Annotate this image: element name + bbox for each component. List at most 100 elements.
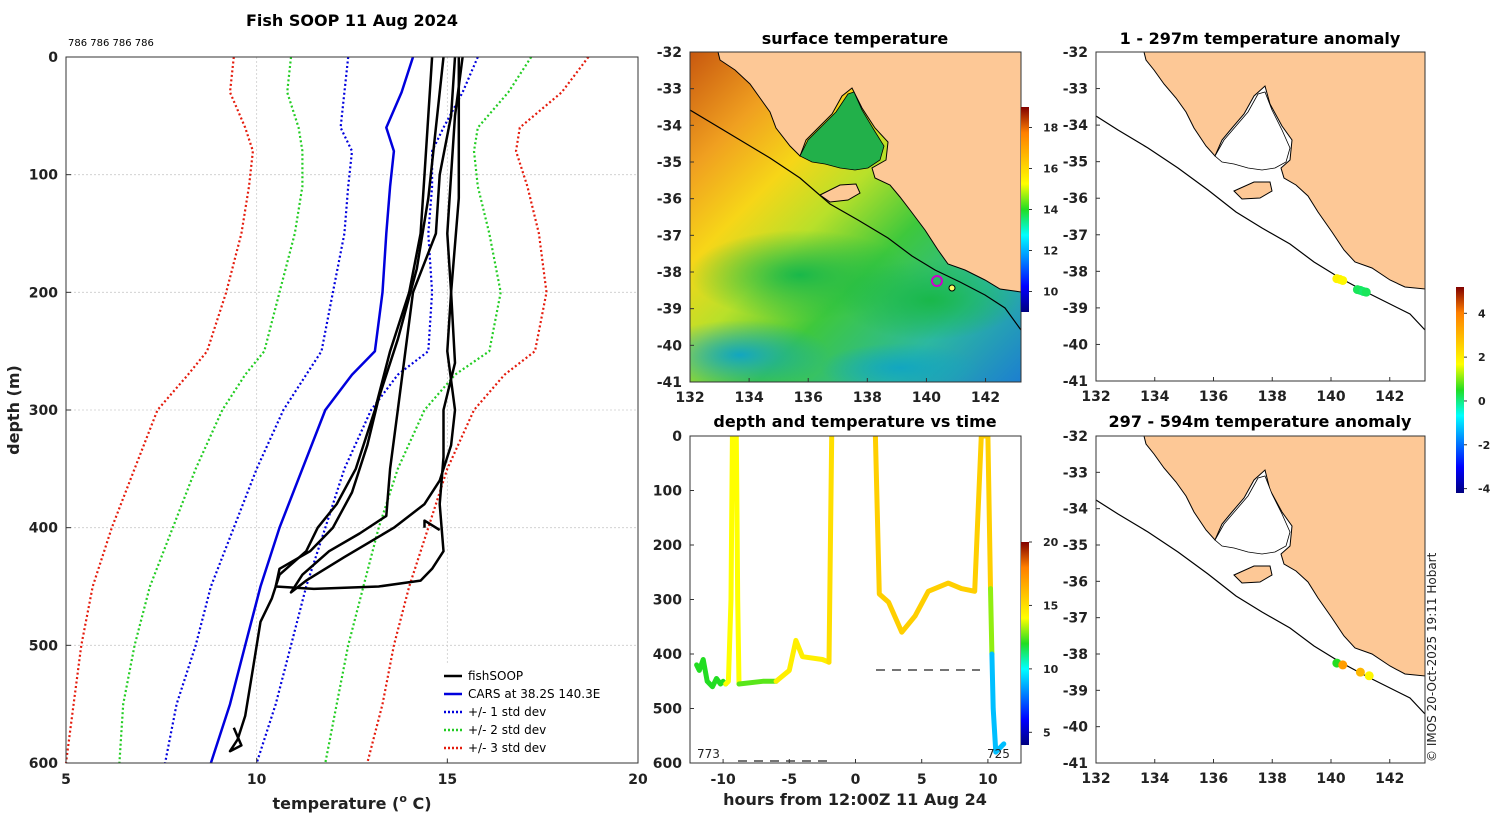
anom1-x-tick-label: 132 [1081, 389, 1110, 405]
depthtime-y-tick-label: 500 [653, 702, 682, 718]
surface-colorbar-tick-label: 12 [1043, 245, 1058, 258]
anom1-y-tick-label: -38 [1063, 264, 1088, 280]
profile-y-tick-label: 100 [29, 168, 58, 184]
depthtime-track-segment [872, 436, 993, 635]
anom2-ticks: 132 134 136 138 140 142 -32 -33 -34 -35 -36 -37 -38 -… [1063, 429, 1405, 787]
surface-y-tick-label: -39 [657, 302, 682, 318]
anom2-x-tick-label: 132 [1081, 771, 1110, 787]
anomaly-colorbar [1456, 287, 1464, 493]
profile-title: Fish SOOP 11 Aug 2024 [246, 11, 458, 30]
anom1-title: 1 - 297m temperature anomaly [1120, 29, 1401, 48]
profile-series-line [366, 56, 590, 764]
profile-y-label: depth (m) [4, 365, 23, 455]
depthtime-y-tick-label: 0 [672, 429, 682, 445]
surface-colorbar-ticks: 10 12 14 16 18 [1029, 122, 1059, 299]
surface-y-tick-label: -37 [657, 228, 682, 244]
profile-series-line [289, 56, 464, 594]
anom2-x-tick-label: 142 [1375, 771, 1404, 787]
anom2-y-tick-label: -40 [1063, 720, 1089, 736]
anom2-y-tick-label: -37 [1063, 611, 1088, 627]
sst-cyan-patch-2 [820, 343, 980, 382]
anom1-y-tick-label: -35 [1063, 155, 1088, 171]
anom2-shelf-edge [1095, 499, 1426, 715]
anom2-y-tick-label: -35 [1063, 538, 1088, 554]
anom1-gulf [1214, 91, 1291, 171]
anom2-x-tick-label: 140 [1316, 771, 1345, 787]
anom1-island [1233, 181, 1273, 200]
depthtime-colorbar-tick-label: 20 [1043, 536, 1059, 549]
anom1-point [1338, 275, 1348, 285]
surface-x-tick-label: 134 [734, 390, 763, 406]
surface-x-tick-label: 140 [912, 390, 941, 406]
depthtime-track-segment [826, 436, 835, 665]
profile-y-tick-label: 300 [29, 403, 58, 419]
surface-title: surface temperature [762, 29, 949, 48]
surface-y-tick-label: -40 [657, 338, 683, 354]
anom2-y-tick-label: -38 [1063, 647, 1088, 663]
profile-y-tick-label: 200 [29, 285, 58, 301]
sst-kangaroo-island [819, 183, 861, 203]
anom1-y-tick-label: -33 [1063, 82, 1088, 98]
anom1-shelf-edge [1095, 115, 1426, 331]
anomaly-colorbar-tick-label: -2 [1478, 439, 1490, 452]
depthtime-x-tick-label: 0 [851, 772, 861, 788]
sst-gulf-water [799, 91, 885, 171]
profile-x-tick-label: 20 [628, 772, 648, 788]
depthtime-right-annotation: 725 [987, 747, 1010, 761]
anom2-title: 297 - 594m temperature anomaly [1109, 412, 1412, 431]
legend-label-fishsoop: fishSOOP [468, 669, 523, 683]
depthtime-y-tick-label: 400 [653, 647, 682, 663]
legend-label-3std: +/- 3 std dev [468, 741, 546, 755]
anom1-map [1095, 51, 1426, 381]
profile-series-line [64, 56, 254, 764]
profile-series-line [324, 56, 533, 764]
depthtime-left-annotation: 773 [697, 747, 720, 761]
surface-colorbar-tick-label: 16 [1043, 163, 1059, 176]
legend-label-2std: +/- 2 std dev [468, 723, 546, 737]
surface-y-tick-label: -35 [657, 155, 682, 171]
profile-series-line [255, 56, 479, 764]
profile-series-line [228, 56, 434, 753]
surface-ticks: 132 134 136 138 140 142 -32 -33 -34 -35 -36 -37 -38 -… [657, 45, 1000, 406]
anom2-x-tick-label: 134 [1140, 771, 1169, 787]
legend-label-1std: +/- 1 std dev [468, 705, 546, 719]
anomaly-colorbar-tick-label: 4 [1478, 307, 1486, 320]
anom2-y-tick-label: -39 [1063, 683, 1088, 699]
anom1-y-tick-label: -40 [1063, 337, 1089, 353]
surface-colorbar [1021, 107, 1029, 312]
profile-x-tick-label: 5 [61, 772, 71, 788]
legend-box [437, 663, 619, 759]
profile-ids-label: 786 786 786 786 [68, 38, 154, 49]
anom2-y-tick-label: -32 [1063, 429, 1088, 445]
anom2-plot-frame [1095, 435, 1426, 764]
anom1-y-tick-label: -36 [1063, 191, 1088, 207]
profile-x-label-sup: o [399, 792, 407, 805]
anomaly-map-upper: 1 - 297m temperature anomaly 132 134 136 13… [1063, 29, 1491, 496]
depthtime-colorbar [1021, 542, 1029, 745]
sst-position-dot [948, 284, 956, 292]
anom1-x-tick-label: 138 [1258, 389, 1287, 405]
depthtime-track-segment [773, 637, 832, 684]
surface-y-tick-label: -33 [657, 82, 682, 98]
anom2-points [1332, 658, 1374, 681]
surface-y-tick-label: -34 [657, 118, 683, 134]
depthtime-track-segment [989, 651, 1007, 755]
profile-y-tick-label: 600 [29, 756, 58, 772]
anom1-x-tick-label: 136 [1199, 389, 1228, 405]
anom2-x-tick-label: 136 [1199, 771, 1228, 787]
profile-x-tick-label: 15 [438, 772, 457, 788]
anom1-x-tick-label: 134 [1140, 389, 1169, 405]
profile-x-label-main: temperature ( [272, 794, 399, 813]
anom2-map [1095, 435, 1426, 763]
depthtime-colorbar-ticks: 5 10 15 20 [1029, 536, 1059, 739]
anom1-y-tick-label: -32 [1063, 45, 1088, 61]
profile-series [64, 56, 590, 764]
anomaly-colorbar-tick-label: -4 [1478, 483, 1491, 496]
anom2-gulf [1214, 475, 1291, 555]
anom2-island [1233, 565, 1273, 584]
depthtime-colorbar-tick-label: 15 [1043, 599, 1058, 612]
anom1-y-tick-label: -37 [1063, 228, 1088, 244]
anom2-x-tick-label: 138 [1258, 771, 1287, 787]
sst-position-marker [931, 275, 943, 287]
